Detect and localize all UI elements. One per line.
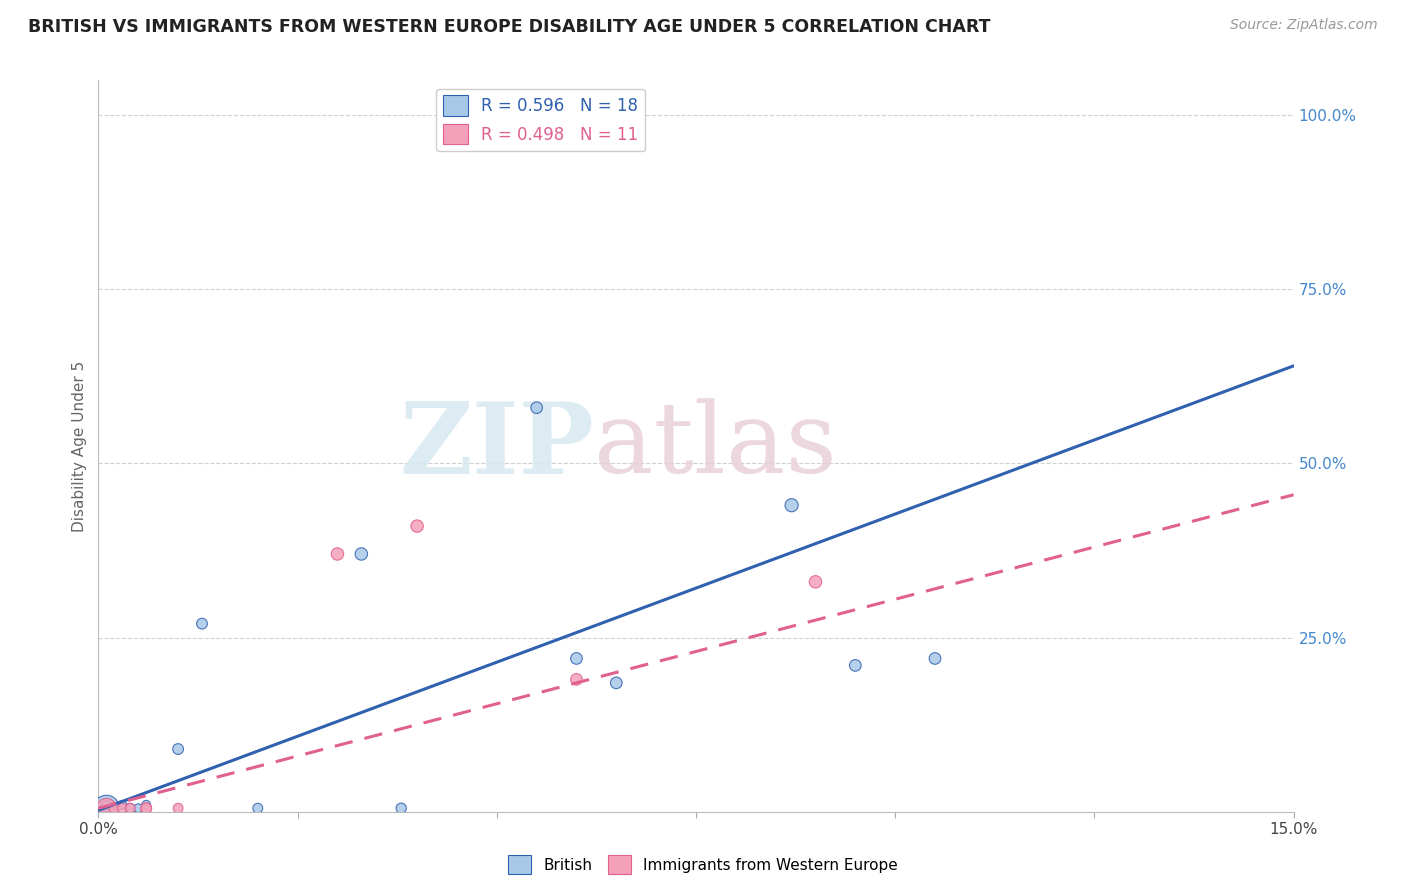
Text: Source: ZipAtlas.com: Source: ZipAtlas.com — [1230, 18, 1378, 32]
Text: ZIP: ZIP — [399, 398, 595, 494]
Text: BRITISH VS IMMIGRANTS FROM WESTERN EUROPE DISABILITY AGE UNDER 5 CORRELATION CHA: BRITISH VS IMMIGRANTS FROM WESTERN EUROP… — [28, 18, 991, 36]
Point — [246, 801, 269, 815]
Point — [127, 801, 149, 815]
Point — [605, 676, 627, 690]
Point — [804, 574, 827, 589]
Point — [924, 651, 946, 665]
Point — [135, 801, 157, 815]
Point — [167, 742, 190, 756]
Point — [120, 801, 142, 815]
Legend: British, Immigrants from Western Europe: British, Immigrants from Western Europe — [502, 849, 904, 880]
Point — [96, 799, 118, 814]
Point — [565, 673, 588, 687]
Point — [565, 651, 588, 665]
Point — [167, 801, 190, 815]
Point — [111, 801, 134, 815]
Point — [350, 547, 373, 561]
Point — [120, 801, 142, 815]
Point — [780, 498, 803, 512]
Y-axis label: Disability Age Under 5: Disability Age Under 5 — [72, 360, 87, 532]
Point — [103, 801, 125, 815]
Point — [406, 519, 429, 533]
Legend: R = 0.596   N = 18, R = 0.498   N = 11: R = 0.596 N = 18, R = 0.498 N = 11 — [436, 88, 645, 151]
Point — [96, 801, 118, 815]
Point — [135, 801, 157, 815]
Point — [526, 401, 548, 415]
Point — [135, 797, 157, 812]
Text: atlas: atlas — [595, 398, 837, 494]
Point — [103, 801, 125, 815]
Point — [844, 658, 866, 673]
Point — [191, 616, 214, 631]
Point — [326, 547, 349, 561]
Point — [111, 797, 134, 812]
Point — [389, 801, 412, 815]
Point — [96, 801, 118, 815]
